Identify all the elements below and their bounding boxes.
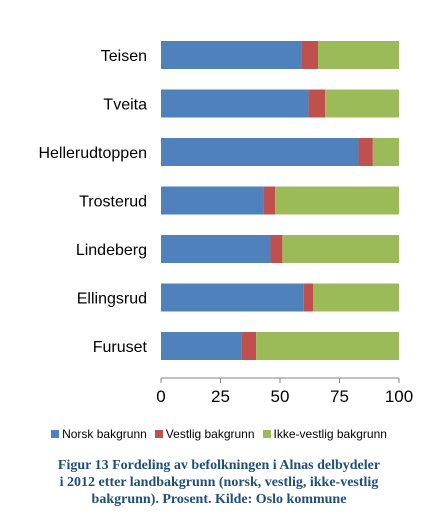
bar-segment-teisen-series-1 <box>161 41 302 69</box>
bar-segment-teisen-series-2 <box>301 41 319 69</box>
bar-segment-tveita-series-3 <box>325 89 399 118</box>
bar-segment-hellerudtoppen-series-3 <box>372 138 399 166</box>
caption-line-1: Figur 13 Fordeling av befolkningen i Aln… <box>57 458 381 473</box>
legend-swatch-3 <box>262 430 271 438</box>
legend: Norsk bakgrunn Vestlig bakgrunn Ikke-vestl… <box>0 427 438 441</box>
bar-segment-furuset-series-2 <box>241 332 257 360</box>
x-tick-label-50: 50 <box>271 387 290 406</box>
category-label-lindeberg: Lindeberg <box>76 242 147 259</box>
bar-segment-tveita-series-2 <box>308 89 326 118</box>
legend-item-3: Ikke-vestlig bakgrunn <box>262 427 387 441</box>
x-tick-label-75: 75 <box>330 387 349 406</box>
category-label-ellingsrud: Ellingsrud <box>77 291 147 308</box>
x-tick-label-0: 0 <box>156 387 165 406</box>
x-axis-ticks: 0 25 50 75 100 <box>156 378 413 406</box>
bar-segment-hellerudtoppen-series-1 <box>161 138 359 166</box>
legend-label-2: Vestlig bakgrunn <box>165 427 255 441</box>
figure-caption: Figur 13 Fordeling av befolkningen i Aln… <box>0 457 438 508</box>
legend-item-1: Norsk bakgrunn <box>51 427 147 441</box>
legend-label-3: Ikke-vestlig bakgrunn <box>273 427 387 441</box>
category-label-furuset: Furuset <box>93 339 148 356</box>
bar-segment-lindeberg-series-3 <box>282 235 399 263</box>
bar-segment-furuset-series-3 <box>256 332 399 360</box>
legend-item-2: Vestlig bakgrunn <box>154 427 255 441</box>
bars-group <box>161 41 399 360</box>
stacked-bar-chart: Teisen Tveita Hellerudtoppen Trosterud Linde… <box>38 41 413 406</box>
category-labels: Teisen Tveita Hellerudtoppen Trosterud Linde… <box>38 48 147 356</box>
bar-segment-furuset-series-1 <box>161 332 242 360</box>
bar-segment-tveita-series-1 <box>161 89 309 118</box>
legend-swatch-1 <box>51 430 60 438</box>
category-label-hellerudtoppen: Hellerudtoppen <box>38 145 147 162</box>
x-tick-label-25: 25 <box>211 387 230 406</box>
bar-segment-hellerudtoppen-series-2 <box>358 138 373 166</box>
caption-line-2: i 2012 etter landbakgrunn (norsk, vestli… <box>59 475 379 490</box>
bar-segment-trosterud-series-1 <box>161 186 264 215</box>
legend-swatch-2 <box>154 430 163 438</box>
bar-segment-ellingsrud-series-3 <box>313 283 399 312</box>
category-label-trosterud: Trosterud <box>79 194 147 211</box>
x-tick-label-100: 100 <box>385 387 413 406</box>
category-label-tveita: Tveita <box>103 97 147 114</box>
bar-segment-lindeberg-series-1 <box>161 235 271 263</box>
bar-segment-lindeberg-series-2 <box>270 235 283 263</box>
bar-segment-ellingsrud-series-1 <box>161 283 304 312</box>
legend-label-1: Norsk bakgrunn <box>62 427 147 441</box>
category-label-teisen: Teisen <box>101 48 147 65</box>
bar-segment-ellingsrud-series-2 <box>303 283 314 312</box>
caption-line-3: bakgrunn). Prosent. Kilde: Oslo kommune <box>91 492 347 507</box>
bar-segment-trosterud-series-2 <box>263 186 276 215</box>
bar-segment-trosterud-series-3 <box>275 186 399 215</box>
bar-segment-teisen-series-3 <box>318 41 399 69</box>
